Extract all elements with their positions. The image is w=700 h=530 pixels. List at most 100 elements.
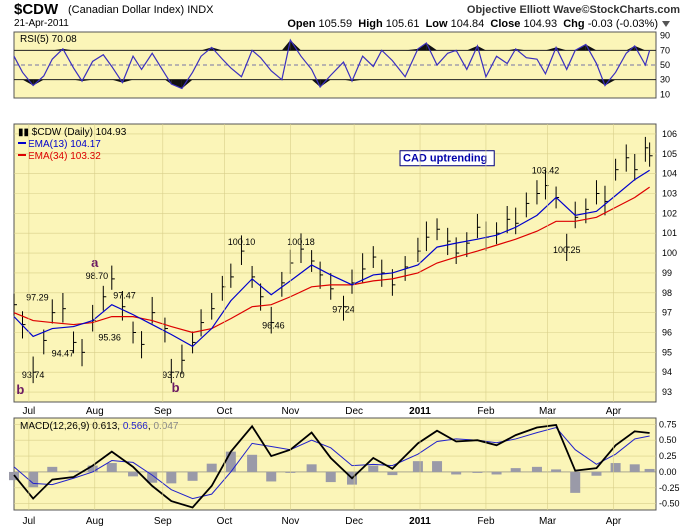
rsi-overbought-fill [507, 48, 516, 51]
rsi-overbought-fill [405, 48, 418, 51]
macd-histogram-bar [206, 463, 217, 472]
rsi-oversold-fill [73, 79, 83, 82]
macd-ytick-label: 0.50 [659, 435, 677, 445]
rsi-ytick-label: 10 [660, 89, 670, 99]
price-ytick-label: 94 [662, 367, 672, 377]
symbol-name: (Canadian Dollar Index) INDX [68, 4, 214, 16]
price-xtick-label: 2011 [409, 406, 431, 417]
price-ytick-label: 93 [662, 387, 672, 397]
macd-histogram-bar [591, 471, 602, 476]
rsi-overbought-fill [626, 45, 635, 51]
macd-ytick-label: -0.50 [659, 499, 680, 509]
rsi-overbought-fill [515, 48, 527, 51]
macd-histogram-bar [306, 464, 317, 472]
price-ytick-label: 100 [662, 248, 677, 258]
price-legend-title: ▮▮ $CDW (Daily) 104.93 [18, 127, 127, 138]
macd-histogram-bar [128, 471, 139, 477]
rsi-overbought-fill [634, 45, 646, 51]
price-ytick-label: 104 [662, 169, 677, 179]
macd-xtick-label: Aug [86, 516, 104, 527]
macd-line [13, 423, 650, 509]
macd-histogram-bar [87, 465, 98, 472]
rsi-ytick-label: 70 [660, 45, 670, 55]
macd-xtick-label: Apr [606, 516, 622, 527]
rsi-ytick-label: 50 [660, 60, 670, 70]
rsi-oversold-fill [33, 79, 44, 86]
macd-histogram-bar [368, 465, 379, 472]
symbol-title: $CDW [14, 1, 59, 18]
macd-histogram-bar [47, 466, 58, 472]
price-ytick-label: 98 [662, 288, 672, 298]
macd-histogram-bar [551, 469, 562, 472]
rsi-ytick-label: 30 [660, 75, 670, 85]
macd-histogram-bar [644, 468, 655, 472]
rsi-oversold-fill [343, 79, 353, 82]
price-panel: 93 94 95 96 97 98 99 100 101 102 103 104 105 106 CAD … [13, 123, 677, 403]
price-xtick-label: Oct [217, 406, 233, 417]
price-legend: ▮▮ $CDW (Daily) 104.93 EMA(13) 104.17 EM… [18, 127, 127, 162]
rsi-oversold-fill [82, 79, 93, 82]
rsi-overbought-fill [477, 45, 486, 51]
rsi-overbought-fill [556, 47, 567, 51]
ema13-line [13, 169, 650, 348]
macd-xtick-label: Oct [217, 516, 233, 527]
ema34-legend: EMA(34) 103.32 [28, 151, 101, 162]
price-ytick-label: 96 [662, 328, 672, 338]
price-level-label: 94.47 [52, 348, 75, 358]
macd-xtick-label: Feb [477, 516, 495, 527]
price-xtick-label: Nov [281, 406, 299, 417]
rsi-overbought-fill [52, 48, 63, 51]
rsi-line [13, 38, 651, 90]
price-level-label: 97.24 [332, 305, 355, 315]
macd-xtick-label: Dec [345, 516, 363, 527]
macd-histogram-bar [68, 470, 79, 472]
price-level-label: 96.46 [262, 321, 285, 331]
macd-ytick-label: 0.25 [659, 451, 677, 461]
macd-panel: -0.50 -0.25 0.00 0.25 0.50 0.75 MACD(12,26,9)… [9, 417, 680, 511]
rsi-oversold-fill [604, 79, 616, 86]
macd-histogram-bar [472, 471, 483, 473]
macd-histogram-bar [510, 468, 521, 472]
price-ytick-label: 95 [662, 347, 672, 357]
macd-panel-frame [13, 417, 657, 511]
price-level-label: 95.36 [98, 332, 121, 342]
price-ytick-label: 102 [662, 208, 677, 218]
macd-histogram-bar [266, 471, 277, 482]
macd-histogram-bar [412, 461, 423, 472]
macd-histogram-bar [166, 471, 177, 484]
price-level-label: 100.10 [228, 237, 256, 247]
price-xtick-label: Feb [477, 406, 495, 417]
macd-histogram-bar [491, 471, 502, 475]
rsi-oversold-fill [122, 79, 134, 83]
cad-uptrending-box [399, 150, 495, 167]
price-ytick-label: 101 [662, 228, 677, 238]
macd-ytick-label: -0.25 [659, 483, 680, 493]
rsi-overbought-fill [545, 47, 557, 51]
price-level-label: 97.47 [113, 291, 136, 301]
price-xtick-label: Apr [606, 406, 622, 417]
macd-xtick-label: Mar [539, 516, 557, 527]
rsi-oversold-fill [352, 79, 363, 82]
price-level-label: 97.29 [26, 293, 49, 303]
cad-uptrending-label: CAD uptrending [403, 153, 487, 165]
rsi-oversold-fill [111, 79, 123, 83]
wave-label: a [91, 255, 99, 270]
price-ytick-label: 97 [662, 308, 672, 318]
macd-histogram-bar [387, 471, 398, 476]
rsi-oversold-fill [171, 79, 182, 89]
price-panel-frame [13, 123, 657, 403]
price-level-label: 93.74 [22, 370, 45, 380]
chart-menu-icon[interactable] [662, 21, 670, 27]
rsi-overbought-fill [62, 48, 74, 51]
price-xtick-label: Aug [86, 406, 104, 417]
wave-label: b [16, 382, 24, 397]
macd-histogram-bar [432, 461, 443, 472]
rsi-oversold-fill [320, 79, 331, 87]
rsi-overbought-fill [290, 40, 301, 51]
price-ytick-label: 105 [662, 149, 677, 159]
price-level-label: 98.70 [86, 271, 109, 281]
price-xtick-label: Sep [154, 406, 172, 417]
wave-label: b [172, 380, 180, 395]
macd-histogram-bar [247, 454, 258, 472]
